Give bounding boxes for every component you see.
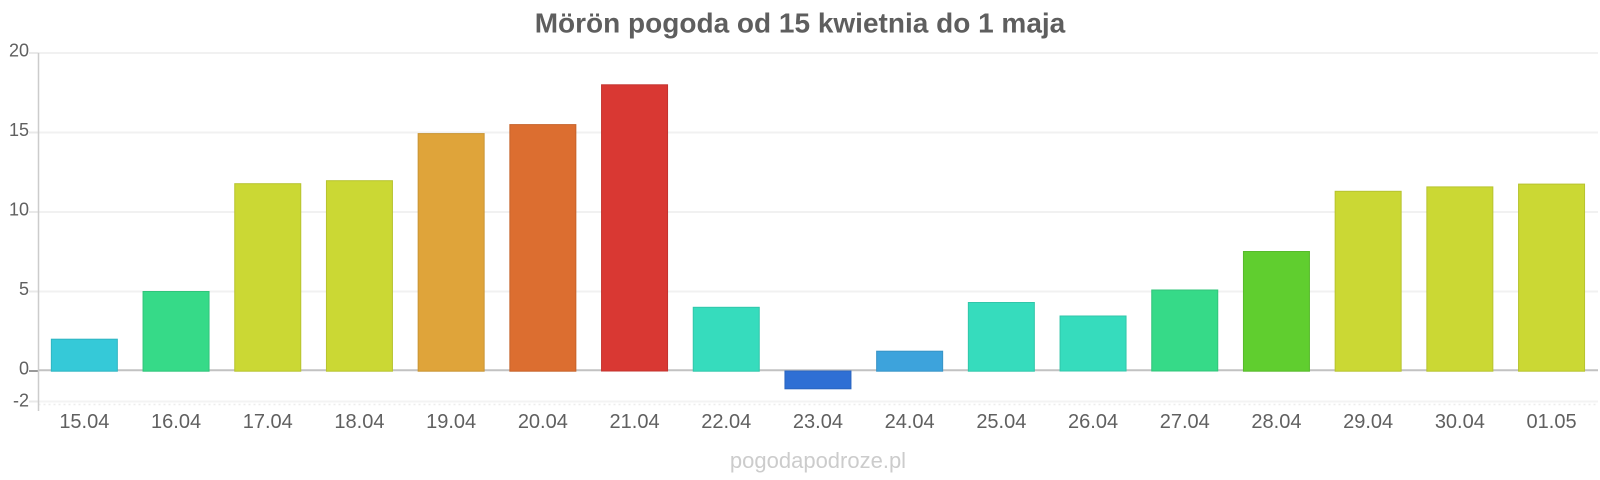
svg-text:27.04: 27.04 xyxy=(1160,411,1210,433)
svg-text:16.04: 16.04 xyxy=(151,411,201,433)
svg-text:01.05: 01.05 xyxy=(1527,411,1577,433)
svg-text:15.04: 15.04 xyxy=(59,411,109,433)
svg-text:28.04: 28.04 xyxy=(1251,411,1301,433)
svg-text:17.04: 17.04 xyxy=(243,411,293,433)
svg-text:20: 20 xyxy=(9,41,29,61)
svg-text:26.04: 26.04 xyxy=(1068,411,1118,433)
svg-text:-2: -2 xyxy=(13,390,29,410)
svg-text:29.04: 29.04 xyxy=(1343,411,1393,433)
svg-text:0: 0 xyxy=(19,359,29,379)
svg-text:Mörön pogoda od 15 kwietnia do: Mörön pogoda od 15 kwietnia do 1 maja xyxy=(535,7,1066,38)
svg-text:25.04: 25.04 xyxy=(976,411,1026,433)
svg-text:24.04: 24.04 xyxy=(885,411,935,433)
svg-text:30.04: 30.04 xyxy=(1435,411,1485,433)
svg-text:10: 10 xyxy=(9,200,29,220)
svg-text:19.04: 19.04 xyxy=(426,411,476,433)
svg-text:21.04: 21.04 xyxy=(610,411,660,433)
svg-text:pogodapodroze.pl: pogodapodroze.pl xyxy=(730,448,906,473)
svg-text:22.04: 22.04 xyxy=(701,411,751,433)
svg-text:20.04: 20.04 xyxy=(518,411,568,433)
svg-text:18.04: 18.04 xyxy=(334,411,384,433)
svg-text:23.04: 23.04 xyxy=(793,411,843,433)
svg-text:5: 5 xyxy=(19,279,29,299)
svg-text:15: 15 xyxy=(9,120,29,140)
